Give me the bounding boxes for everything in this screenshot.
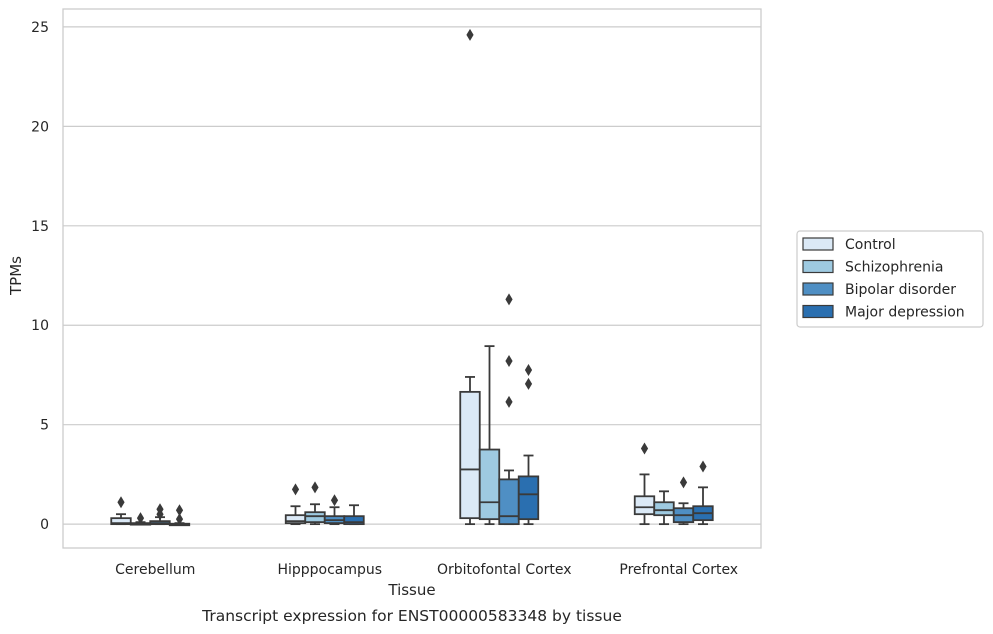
chart-caption: Transcript expression for ENST0000058334… xyxy=(201,607,622,625)
y-axis-label: TPMs xyxy=(7,256,25,296)
outlier-point xyxy=(640,442,649,455)
outlier-point xyxy=(291,483,300,496)
x-tick-label: Prefrontal Cortex xyxy=(619,562,738,578)
box xyxy=(110,496,132,526)
legend-swatch xyxy=(802,259,834,274)
outlier-point xyxy=(505,293,513,306)
legend-swatch xyxy=(802,304,834,319)
legend-frame xyxy=(796,230,984,328)
legend-swatch xyxy=(802,282,834,296)
legend-swatch xyxy=(802,237,834,251)
y-tick-label: 0 xyxy=(40,517,49,533)
outlier-point xyxy=(524,377,533,390)
legend-label: Control xyxy=(845,237,896,253)
box xyxy=(168,504,191,527)
box-iqr xyxy=(110,517,132,526)
box xyxy=(517,363,540,526)
outlier-point xyxy=(699,460,707,473)
box xyxy=(672,476,695,526)
series-bipolar-disorder xyxy=(149,293,695,526)
legend-label: Bipolar disorder xyxy=(845,282,956,298)
box xyxy=(343,504,365,526)
legend-label: Major depression xyxy=(845,305,965,321)
box xyxy=(692,460,714,526)
box-iqr xyxy=(633,495,656,516)
box xyxy=(284,483,307,526)
box xyxy=(653,490,675,526)
y-tick-labels: 0 5 10 15 20 25 xyxy=(31,20,49,533)
x-tick-label: Orbitofontal Cortex xyxy=(437,562,572,578)
series-major-depression xyxy=(168,363,714,527)
outlier-point xyxy=(466,28,474,41)
box xyxy=(498,293,520,526)
box-iqr xyxy=(459,390,481,520)
box xyxy=(304,481,326,526)
outlier-point xyxy=(524,363,533,376)
box-iqr xyxy=(304,511,326,524)
y-tick-label: 5 xyxy=(40,418,49,434)
y-tick-label: 15 xyxy=(31,219,49,235)
x-tick-label: Cerebellum xyxy=(115,562,195,578)
box-iqr xyxy=(517,475,540,521)
box xyxy=(478,345,501,526)
outlier-point xyxy=(156,503,164,516)
box-iqr xyxy=(343,515,365,526)
outlier-point xyxy=(136,512,145,525)
box xyxy=(459,28,481,526)
box xyxy=(323,494,346,526)
legend-label: Schizophrenia xyxy=(845,260,943,276)
outlier-point xyxy=(679,476,688,489)
box xyxy=(149,503,171,526)
outlier-point xyxy=(311,481,319,494)
box-series-layer xyxy=(110,28,714,527)
series-schizophrenia xyxy=(129,345,675,526)
legend-item: Schizophrenia xyxy=(802,259,943,276)
outlier-point xyxy=(505,395,513,408)
legend-item: Major depression xyxy=(802,304,965,321)
x-axis-label: Tissue xyxy=(387,581,435,599)
legend-item: Control xyxy=(802,237,896,253)
outlier-point xyxy=(117,496,125,509)
series-control xyxy=(110,28,656,526)
x-tick-label: Hipppocampus xyxy=(277,562,382,578)
y-gridlines xyxy=(63,26,761,525)
legend-item: Bipolar disorder xyxy=(802,282,956,298)
outlier-point xyxy=(175,513,184,526)
box-iqr xyxy=(653,501,675,517)
x-tick-labels: Cerebellum Hipppocampus Orbitofontal Corte… xyxy=(115,562,738,578)
box xyxy=(129,512,152,526)
outlier-point xyxy=(175,504,184,517)
plot-frame xyxy=(62,8,762,549)
legend: Control Schizophrenia Bipolar disorder Majo… xyxy=(796,230,984,328)
y-tick-label: 25 xyxy=(31,20,49,36)
outlier-point xyxy=(505,355,513,368)
y-tick-label: 10 xyxy=(31,318,49,334)
box-iqr xyxy=(498,478,520,526)
box-iqr xyxy=(478,448,501,521)
box xyxy=(633,442,656,526)
outlier-point xyxy=(330,494,339,507)
y-tick-label: 20 xyxy=(31,119,49,135)
